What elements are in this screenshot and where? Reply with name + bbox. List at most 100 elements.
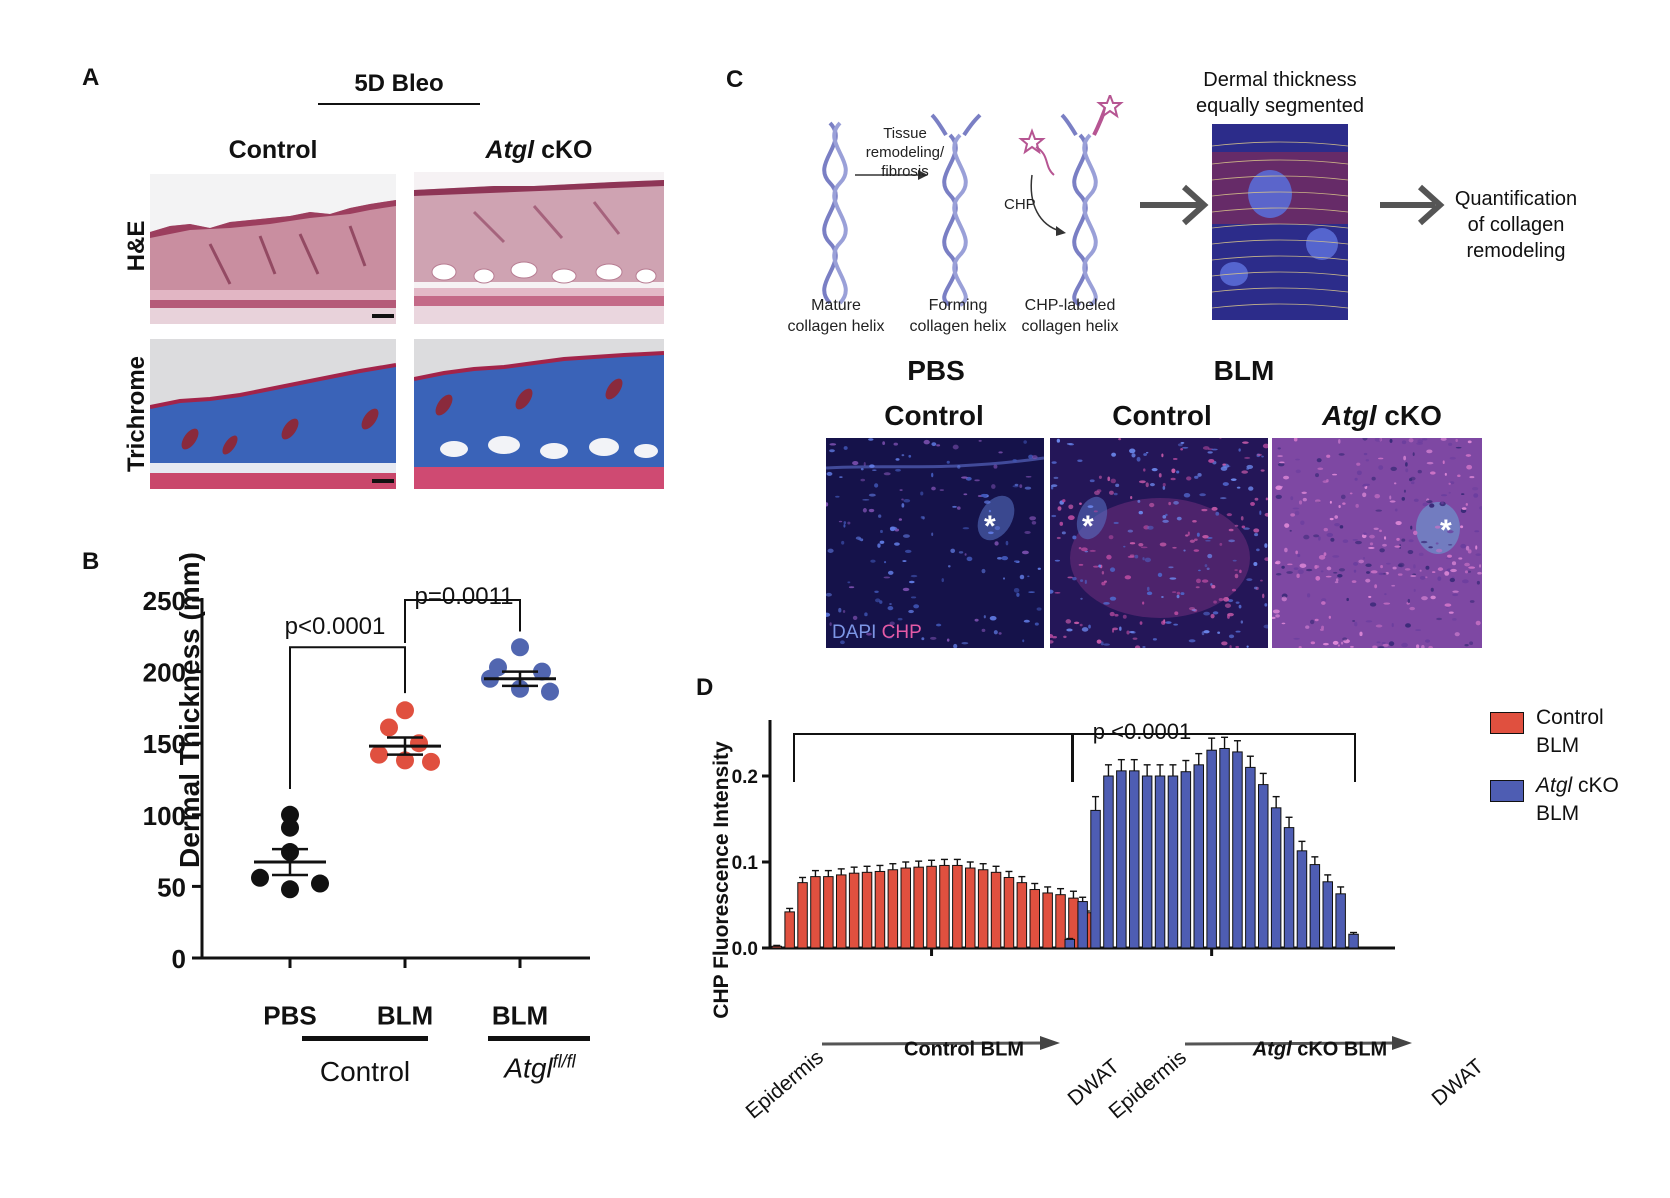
fluorescence-speck — [908, 609, 914, 614]
fluorescence-speck — [868, 438, 874, 441]
fluorescence-speck — [984, 500, 991, 504]
bar — [784, 911, 795, 949]
fluorescence-speck — [902, 560, 907, 562]
fluorescence-speck — [1353, 561, 1358, 566]
fluorescence-speck — [1208, 458, 1215, 463]
fluorescence-speck — [1461, 579, 1469, 584]
fluorescence-speck — [1119, 626, 1122, 631]
label-line: remodeling/ — [865, 144, 945, 161]
fluorescence-speck — [1422, 438, 1428, 441]
chp-labeled-helix-icon — [1060, 101, 1110, 307]
fluorescence-speck — [1465, 545, 1470, 551]
fluorescence-speck — [1428, 645, 1433, 648]
gene-name: Atgl — [1252, 1038, 1292, 1061]
fluorescence-speck — [1375, 624, 1383, 628]
dapi-label: DAPI — [832, 622, 877, 643]
fluorescence-speck — [1413, 530, 1418, 536]
fluorescence-speck — [1313, 534, 1320, 538]
fluorescence-speck — [893, 442, 898, 446]
legend-label-control: Control BLM — [1536, 704, 1604, 760]
fluorescence-speck — [1408, 438, 1414, 443]
fluorescence-speck — [931, 442, 937, 447]
fluorescence-speck — [887, 605, 894, 611]
bar — [1296, 850, 1308, 949]
fluorescence-speck — [1407, 549, 1414, 555]
fluorescence-speck — [1078, 563, 1084, 566]
fluorescence-speck — [1316, 458, 1322, 463]
fluorescence-speck — [1050, 589, 1054, 594]
fluorescence-speck — [993, 630, 998, 635]
fluorescence-speck — [1359, 631, 1363, 637]
fluorescence-speck — [1369, 602, 1377, 607]
fluorescence-speck — [1027, 575, 1030, 578]
fluorescence-speck — [884, 560, 887, 564]
bar — [1219, 747, 1230, 949]
fluorescence-speck — [848, 586, 855, 589]
fluorescence-speck — [1152, 638, 1157, 641]
fluorescence-speck — [887, 570, 894, 575]
fluorescence-speck — [1409, 477, 1413, 482]
fluorescence-speck — [931, 532, 934, 537]
fluorescence-speck — [1476, 580, 1480, 585]
fluorescence-speck — [1376, 641, 1381, 644]
fluorescence-speck — [1134, 554, 1139, 559]
fluorescence-speck — [860, 467, 864, 471]
fluorescence-speck — [1289, 529, 1292, 532]
fluorescence-speck — [843, 521, 847, 525]
fluorescence-speck — [1142, 646, 1146, 648]
fluorescence-speck — [1338, 504, 1341, 509]
fluorescence-speck — [1356, 462, 1361, 466]
bar — [1193, 764, 1204, 949]
fluorescence-speck — [898, 518, 902, 521]
fluorescence-speck — [1080, 597, 1083, 600]
fluorescence-speck — [1413, 498, 1419, 502]
bar — [1103, 775, 1114, 949]
fluorescence-speck — [1187, 531, 1190, 536]
legend-line: Control — [1536, 706, 1604, 729]
data-point — [370, 745, 388, 764]
fluorescence-blm-atgl-cko: * — [1272, 438, 1482, 648]
fluorescence-speck — [835, 495, 840, 498]
label-chp: CHP — [1004, 196, 1036, 213]
fluorescence-speck — [1078, 546, 1082, 550]
fluorescence-speck — [1413, 564, 1416, 569]
fluorescence-speck — [1374, 584, 1378, 589]
fluorescence-speck — [1419, 569, 1422, 572]
fluorescence-speck — [1024, 486, 1032, 490]
fluorescence-speck — [1466, 464, 1473, 470]
label-remodeling: Tissue remodeling/fibrosis — [850, 124, 960, 181]
fluorescence-speck — [1103, 643, 1110, 646]
fluorescence-speck — [1444, 472, 1447, 476]
fluorescence-speck — [1242, 441, 1249, 444]
fluorescence-speck — [895, 468, 901, 472]
y-tick-label: 150 — [143, 729, 186, 759]
legend-line: Atgl cKO — [1536, 772, 1619, 800]
fluorescence-speck — [1136, 456, 1141, 462]
label-line: Mature — [811, 297, 861, 314]
fluorescence-speck — [1226, 597, 1229, 601]
fluorescence-speck — [874, 483, 879, 488]
bar — [874, 870, 886, 949]
fluorescence-speck — [1067, 515, 1075, 521]
fluorescence-speck — [1124, 575, 1132, 580]
fluorescence-speck — [1464, 570, 1469, 574]
fluorescence-speck — [1176, 470, 1180, 474]
fluorescence-speck — [1101, 581, 1106, 586]
fluorescence-speck — [1147, 525, 1154, 530]
fluorescence-speck — [1234, 524, 1239, 527]
fluorescence-speck — [1338, 453, 1345, 456]
fluorescence-speck — [1113, 521, 1119, 525]
fluorescence-speck — [1243, 527, 1250, 530]
fluorescence-speck — [974, 618, 979, 622]
fluorescence-speck — [935, 623, 942, 627]
fluorescence-speck — [964, 553, 967, 556]
fluorescence-speck — [1350, 645, 1354, 648]
fluorescence-speck — [1388, 641, 1395, 647]
fluorescence-blm-control: * — [1050, 438, 1268, 648]
fluorescence-speck — [872, 469, 877, 471]
fluorescence-speck — [1051, 514, 1057, 518]
fluorescence-speck — [1410, 574, 1417, 577]
fluorescence-speck — [1401, 497, 1406, 501]
he-control-micrograph — [150, 174, 396, 324]
fluorescence-speck — [855, 536, 862, 540]
